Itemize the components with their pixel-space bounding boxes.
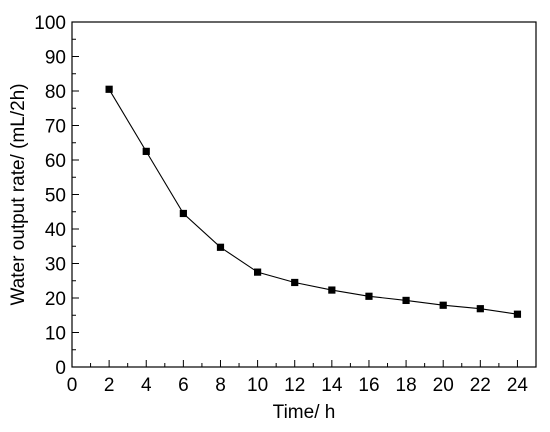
x-axis-label: Time/ h [273, 402, 336, 423]
y-tick-label: 50 [45, 186, 66, 207]
data-point [365, 292, 373, 300]
data-point [254, 268, 262, 276]
y-tick-label: 100 [34, 13, 66, 34]
y-axis-ticks: 0 10 20 30 40 50 60 70 80 90 100 [34, 13, 79, 379]
x-axis-ticks: 0 2 4 6 8 10 12 14 16 18 20 22 24 [67, 360, 537, 396]
y-tick-label: 60 [45, 151, 66, 172]
data-point [476, 305, 484, 313]
x-tick-label: 14 [321, 375, 343, 396]
y-tick-label: 90 [45, 48, 66, 69]
y-tick-label: 70 [45, 117, 66, 138]
x-tick-label: 10 [247, 375, 268, 396]
x-tick-label: 2 [104, 375, 115, 396]
data-point [216, 243, 225, 251]
y-tick-label: 0 [55, 358, 66, 379]
series-line [108, 89, 518, 315]
y-axis-label: Water output rate/ (mL/2h) [8, 83, 29, 305]
data-point [179, 209, 187, 218]
x-tick-label: 18 [396, 375, 417, 396]
data-point [513, 310, 522, 318]
plot-border [71, 21, 537, 368]
y-tick-label: 10 [45, 324, 66, 345]
x-tick-label: 24 [507, 375, 529, 396]
plot-frame [71, 21, 537, 368]
data-point [328, 286, 336, 294]
data-point [291, 278, 299, 287]
x-tick-label: 6 [178, 375, 189, 396]
x-tick-label: 8 [215, 375, 226, 396]
y-tick-label: 30 [45, 255, 66, 276]
y-tick-label: 40 [45, 220, 66, 241]
x-tick-label: 20 [433, 375, 454, 396]
data-point [105, 85, 113, 93]
data-point [439, 301, 447, 309]
y-tick-label: 20 [45, 289, 66, 310]
y-tick-label: 80 [45, 82, 66, 103]
x-tick-label: 16 [358, 375, 379, 396]
data-point [142, 147, 150, 155]
data-series [105, 85, 522, 318]
data-point [402, 296, 410, 305]
x-tick-label: 0 [67, 375, 78, 396]
x-tick-label: 4 [141, 375, 152, 396]
x-tick-label: 22 [470, 375, 491, 396]
x-tick-label: 12 [284, 375, 305, 396]
